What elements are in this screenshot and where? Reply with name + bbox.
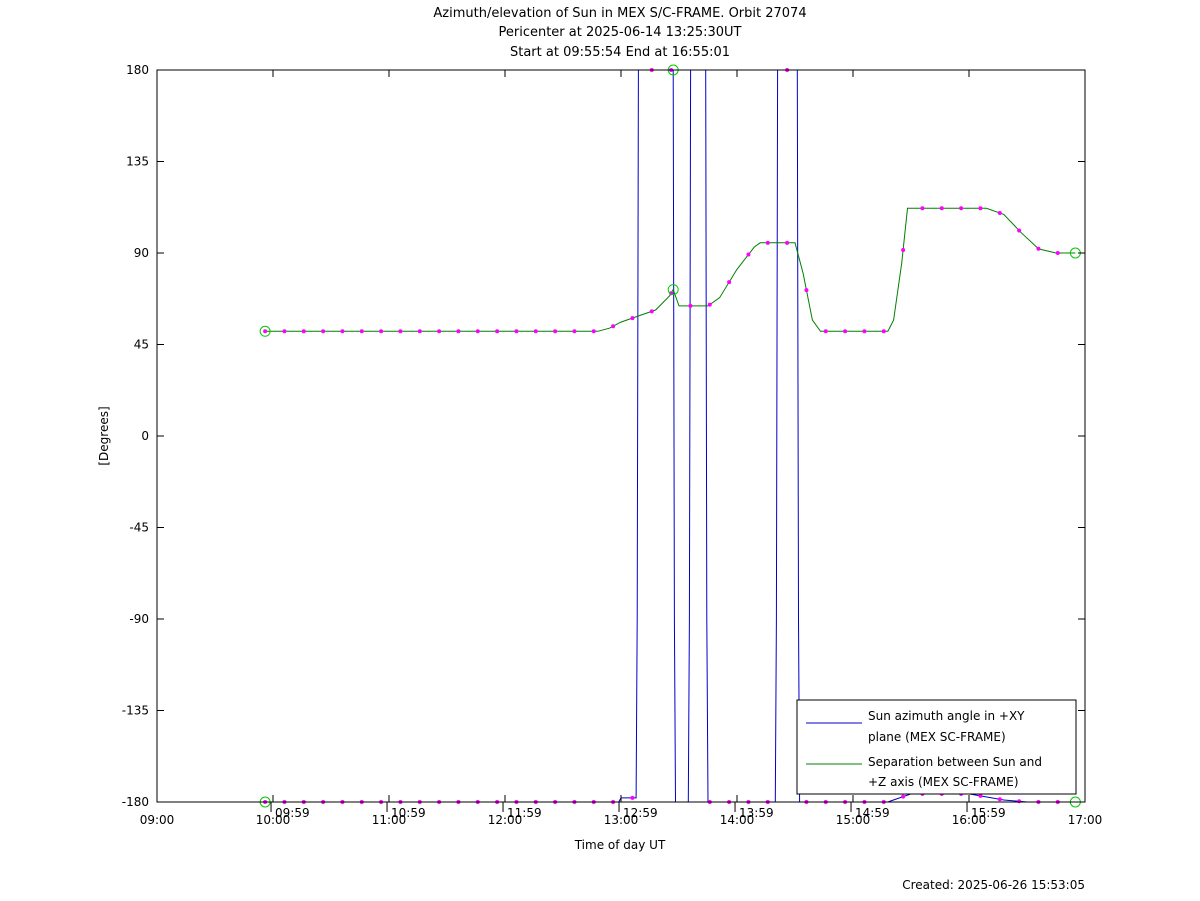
y-axis: 180 135 90 45 0 -45 -90 -135 -180 [122, 63, 1085, 809]
sample-marker [630, 795, 635, 800]
sample-marker [340, 329, 345, 334]
sample-marker [1017, 799, 1022, 804]
x-tick-label: 09:00 [140, 813, 175, 827]
sample-marker [417, 329, 422, 334]
y-tick-label: 45 [134, 338, 149, 352]
chart-title: Azimuth/elevation of Sun in MEX S/C-FRAM… [433, 6, 806, 21]
sample-marker [1036, 246, 1041, 251]
plot-frame [156, 69, 1086, 803]
hour-mark-label: 13:59 [739, 806, 774, 820]
sample-marker [359, 329, 364, 334]
series-layer [265, 69, 1076, 803]
sample-marker [804, 288, 809, 293]
legend-box [796, 699, 1077, 795]
sample-marker [727, 280, 732, 285]
sample-marker [901, 247, 906, 252]
hour-mark-label: 10:59 [391, 806, 426, 820]
sample-marker [379, 329, 384, 334]
y-tick-label: -135 [122, 704, 149, 718]
sample-marker [823, 329, 828, 334]
sample-marker [495, 329, 500, 334]
sample-marker [843, 329, 848, 334]
x-axis-label: Time of day UT [574, 838, 666, 852]
sample-marker [553, 329, 558, 334]
sample-marker [572, 329, 577, 334]
series-line-separation [265, 207, 1076, 332]
hour-mark-label: 09:59 [275, 806, 310, 820]
x-tick-label: 15:00 [836, 813, 871, 827]
sample-marker [611, 324, 616, 329]
chart-subtitle-start-end: Start at 09:55:54 End at 16:55:01 [510, 45, 730, 60]
sample-marker [688, 303, 693, 308]
sample-marker [301, 329, 306, 334]
sample-marker [746, 252, 751, 257]
sample-marker [785, 240, 790, 245]
sample-marker [920, 206, 925, 211]
sample-marker [456, 329, 461, 334]
hour-mark-label: 15:59 [971, 806, 1006, 820]
x-axis: 09:00 10:00 11:00 12:00 13:00 14:00 15:00 16:00… [140, 70, 1103, 827]
hour-mark-label: 11:59 [507, 806, 542, 820]
sample-marker [997, 797, 1002, 802]
sample-marker [1055, 251, 1060, 255]
created-timestamp: Created: 2025-06-26 15:53:05 [902, 878, 1085, 892]
sample-marker [649, 309, 654, 314]
y-tick-label: 135 [126, 155, 149, 169]
series-line-azimuth [265, 69, 1076, 803]
x-tick-label: 16:00 [952, 813, 987, 827]
marker-layer [259, 64, 1081, 808]
sample-marker [398, 329, 403, 334]
sample-marker [862, 329, 867, 334]
hour-marks: 09:59 10:59 11:59 12:59 13:59 14:59 15:59 [270, 802, 1006, 820]
sample-marker [630, 316, 635, 321]
y-axis-label: [Degrees] [97, 406, 111, 465]
sample-marker [1017, 228, 1022, 233]
y-tick-label: 0 [141, 429, 149, 443]
sample-marker [282, 329, 287, 334]
y-tick-label: 180 [126, 63, 149, 77]
y-tick-label: -45 [129, 521, 149, 535]
sample-marker [901, 794, 906, 799]
x-tick-label: 12:00 [488, 813, 523, 827]
sample-marker [765, 240, 770, 245]
sample-marker [591, 329, 596, 334]
x-tick-label: 14:00 [720, 813, 755, 827]
x-tick-label: 17:00 [1068, 813, 1103, 827]
sample-marker [939, 206, 944, 211]
pericenter-marker [667, 284, 679, 296]
legend-label-azimuth-line1: Sun azimuth angle in +XY [868, 709, 1025, 723]
sample-marker [533, 329, 538, 334]
legend-label-separation-line1: Separation between Sun and [868, 755, 1042, 769]
sample-marker [997, 210, 1002, 215]
sample-marker [978, 793, 983, 798]
hour-mark-label: 14:59 [855, 806, 890, 820]
chart-subtitle-pericenter: Pericenter at 2025-06-14 13:25:30UT [498, 25, 741, 40]
y-tick-label: -90 [129, 612, 149, 626]
x-tick-label: 10:00 [256, 813, 291, 827]
sample-marker [321, 329, 326, 334]
legend-label-azimuth-line2: plane (MEX SC-FRAME) [868, 730, 1006, 744]
legend-label-separation-line2: +Z axis (MEX SC-FRAME) [868, 775, 1019, 789]
sample-marker [881, 329, 886, 334]
sample-marker [978, 206, 983, 211]
endpoint-marker [259, 325, 271, 337]
sample-marker [263, 329, 268, 334]
y-tick-label: 90 [134, 246, 149, 260]
legend: Sun azimuth angle in +XY plane (MEX SC-F… [796, 699, 1077, 795]
x-tick-label: 11:00 [372, 813, 407, 827]
sample-marker [475, 329, 480, 334]
sample-marker [707, 302, 712, 307]
y-tick-label: -180 [122, 795, 149, 809]
x-tick-label: 13:00 [604, 813, 639, 827]
sample-marker [437, 329, 442, 334]
sample-marker [959, 206, 964, 211]
hour-mark-label: 12:59 [623, 806, 658, 820]
sample-marker [514, 329, 519, 334]
